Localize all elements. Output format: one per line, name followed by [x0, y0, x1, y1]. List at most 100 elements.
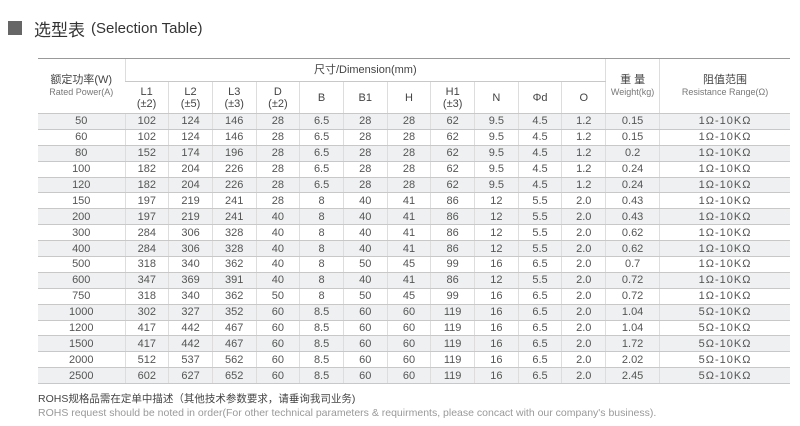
table-cell: 5.5 [517, 224, 562, 242]
table-cell: 347 [124, 272, 169, 289]
header-row: 额定功率(W) Rated Power(A) 尺寸/Dimension(mm) 重 量… [38, 58, 790, 114]
table-cell: 86 [430, 208, 475, 226]
table-cell: 352 [211, 304, 257, 321]
resistance-header-cn: 阻值范围 [703, 74, 748, 86]
table-cell: 124 [168, 129, 213, 146]
table-cell: 302 [124, 304, 169, 321]
table-cell: 328 [211, 224, 257, 242]
table-cell: 0.43 [605, 192, 660, 210]
table-cell: 41 [386, 208, 431, 226]
table-cell: 0.2 [605, 145, 660, 162]
header-row: L1 (±2) L2 (±5) L3 (±3) D (±2) B B1 H H1 (±3) N Φd O [38, 81, 790, 114]
table-cell: 62 [430, 177, 475, 194]
table-cell: 2.0 [561, 224, 606, 242]
table-cell: 12 [474, 208, 519, 226]
column-header: B [299, 81, 344, 114]
column-label: H [404, 91, 413, 104]
table-cell: 119 [430, 351, 475, 369]
table-cell: 1Ω-10KΩ [659, 145, 790, 162]
table-cell: 8.5 [299, 351, 344, 369]
column-label: N [492, 91, 501, 104]
table-cell: 60 [386, 367, 431, 385]
table-row: 600 347 369 391 40 8 40 41 86 12 5.5 2.0 0.72 1Ω-10KΩ [38, 272, 790, 289]
table-cell: 2.45 [605, 367, 660, 385]
table-cell: 5.5 [517, 272, 562, 289]
table-cell: 41 [386, 192, 431, 210]
table-cell: 1.04 [605, 320, 660, 337]
title-bar: 选型表 (Selection Table) [8, 16, 202, 40]
table-cell: 0.24 [605, 161, 660, 178]
table-cell: 146 [211, 113, 257, 130]
table-cell: 16 [474, 288, 519, 305]
table-cell: 5Ω-10KΩ [659, 320, 790, 337]
table-cell: 1Ω-10KΩ [659, 256, 790, 273]
table-cell: 12 [474, 192, 519, 210]
table-cell: 40 [255, 208, 300, 226]
table-cell: 300 [38, 224, 125, 242]
table-cell: 9.5 [474, 145, 519, 162]
table-cell: 1Ω-10KΩ [659, 288, 790, 305]
table-cell: 2.0 [561, 367, 606, 385]
table-cell: 86 [430, 192, 475, 210]
table-cell: 60 [342, 351, 388, 369]
table-cell: 1.2 [561, 129, 606, 146]
table-cell: 40 [342, 224, 388, 242]
table-cell: 1Ω-10KΩ [659, 161, 790, 178]
table-cell: 2.0 [561, 335, 606, 353]
table-cell: 4.5 [517, 129, 562, 146]
table-cell: 1500 [38, 335, 125, 353]
column-header: L2 (±5) [168, 81, 213, 114]
table-row: 300 284 306 328 40 8 40 41 86 12 5.5 2.0 0.62 1Ω-10KΩ [38, 224, 790, 242]
table-cell: 28 [342, 129, 388, 146]
column-header: N [474, 81, 519, 114]
table-cell: 28 [255, 129, 300, 146]
table-cell: 284 [124, 240, 169, 258]
table-cell: 1Ω-10KΩ [659, 113, 790, 130]
table-cell: 8 [299, 288, 344, 305]
table-cell: 1Ω-10KΩ [659, 177, 790, 194]
table-cell: 40 [255, 224, 300, 242]
selection-table: 额定功率(W) Rated Power(A) 尺寸/Dimension(mm) 重 量… [38, 58, 790, 385]
table-cell: 60 [342, 304, 388, 321]
table-cell: 40 [342, 272, 388, 289]
table-row: 750 318 340 362 50 8 50 45 99 16 6.5 2.0 0.72 1Ω-10KΩ [38, 288, 790, 305]
table-cell: 1Ω-10KΩ [659, 129, 790, 146]
table-cell: 196 [211, 145, 257, 162]
table-row: 1500 417 442 467 60 8.5 60 60 119 16 6.5 2.0 1.72 5Ω-… [38, 335, 790, 353]
table-cell: 8 [299, 224, 344, 242]
table-cell: 16 [474, 256, 519, 273]
column-header: H1 (±3) [430, 81, 475, 114]
table-cell: 41 [386, 240, 431, 258]
table-cell: 219 [168, 192, 213, 210]
table-header: 额定功率(W) Rated Power(A) 尺寸/Dimension(mm) 重 量… [38, 58, 790, 114]
table-cell: 512 [124, 351, 169, 369]
table-cell: 182 [124, 161, 169, 178]
table-cell: 8 [299, 240, 344, 258]
table-cell: 28 [386, 161, 431, 178]
table-cell: 1000 [38, 304, 125, 321]
footer: ROHS规格品需在定单中描述（其他技术参数要求，请垂询我司业务) ROHS re… [38, 392, 656, 420]
table-cell: 0.72 [605, 288, 660, 305]
table-cell: 1Ω-10KΩ [659, 240, 790, 258]
table-cell: 200 [38, 208, 125, 226]
table-cell: 1.2 [561, 145, 606, 162]
table-cell: 340 [168, 288, 213, 305]
table-cell: 146 [211, 129, 257, 146]
table-cell: 62 [430, 145, 475, 162]
column-header: H [386, 81, 431, 114]
title-cn: 选型表 [34, 20, 85, 40]
table-cell: 602 [124, 367, 169, 385]
table-cell: 2000 [38, 351, 125, 369]
table-cell: 467 [211, 335, 257, 353]
table-cell: 8.5 [299, 367, 344, 385]
table-cell: 119 [430, 320, 475, 337]
column-tolerance: (±3) [442, 97, 463, 110]
table-cell: 9.5 [474, 177, 519, 194]
table-row: 120 182 204 226 28 6.5 28 28 62 9.5 4.5 1.2 0.24 1Ω-1… [38, 177, 790, 194]
table-cell: 6.5 [517, 335, 562, 353]
table-cell: 6.5 [299, 177, 344, 194]
table-cell: 0.43 [605, 208, 660, 226]
table-cell: 2.02 [605, 351, 660, 369]
table-cell: 0.15 [605, 113, 660, 130]
